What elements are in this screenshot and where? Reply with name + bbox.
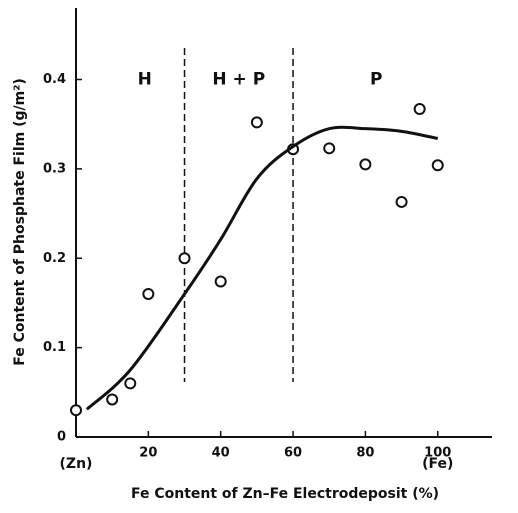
data-point	[323, 142, 336, 155]
data-point	[250, 116, 263, 129]
x-tick-label: 40	[212, 446, 230, 461]
region-label: P	[370, 70, 382, 90]
region-label: H + P	[212, 70, 265, 90]
region-label: H	[138, 70, 152, 90]
data-point	[106, 393, 119, 406]
data-point	[142, 288, 155, 300]
y-tick-label: 0.1	[43, 340, 66, 355]
data-point	[395, 195, 408, 208]
data-point	[124, 377, 137, 390]
x-tick-label: 60	[284, 446, 302, 461]
x-tick-label: 20	[139, 446, 157, 461]
data-point	[178, 252, 191, 265]
data-point	[214, 275, 227, 288]
y-axis-label: Fe Content of Phosphate Film (g/m²)	[12, 78, 28, 365]
data-point	[431, 159, 444, 172]
x-tick-label: 80	[356, 446, 374, 461]
y-tick-label: 0.4	[43, 72, 66, 87]
y-tick-label: 0.2	[43, 251, 66, 266]
y-tick-label: 0.3	[43, 161, 66, 176]
data-point	[413, 102, 426, 115]
x-axis-label: Fe Content of Zn–Fe Electrodeposit (%)	[131, 486, 439, 502]
x-tick-label: 100	[424, 446, 451, 461]
end-label: (Zn)	[60, 456, 93, 472]
data-point	[359, 158, 372, 171]
end-label: (Fe)	[422, 456, 453, 472]
y-tick-label: 0	[57, 430, 66, 445]
fit-curve	[85, 125, 439, 411]
data-point	[70, 404, 82, 417]
